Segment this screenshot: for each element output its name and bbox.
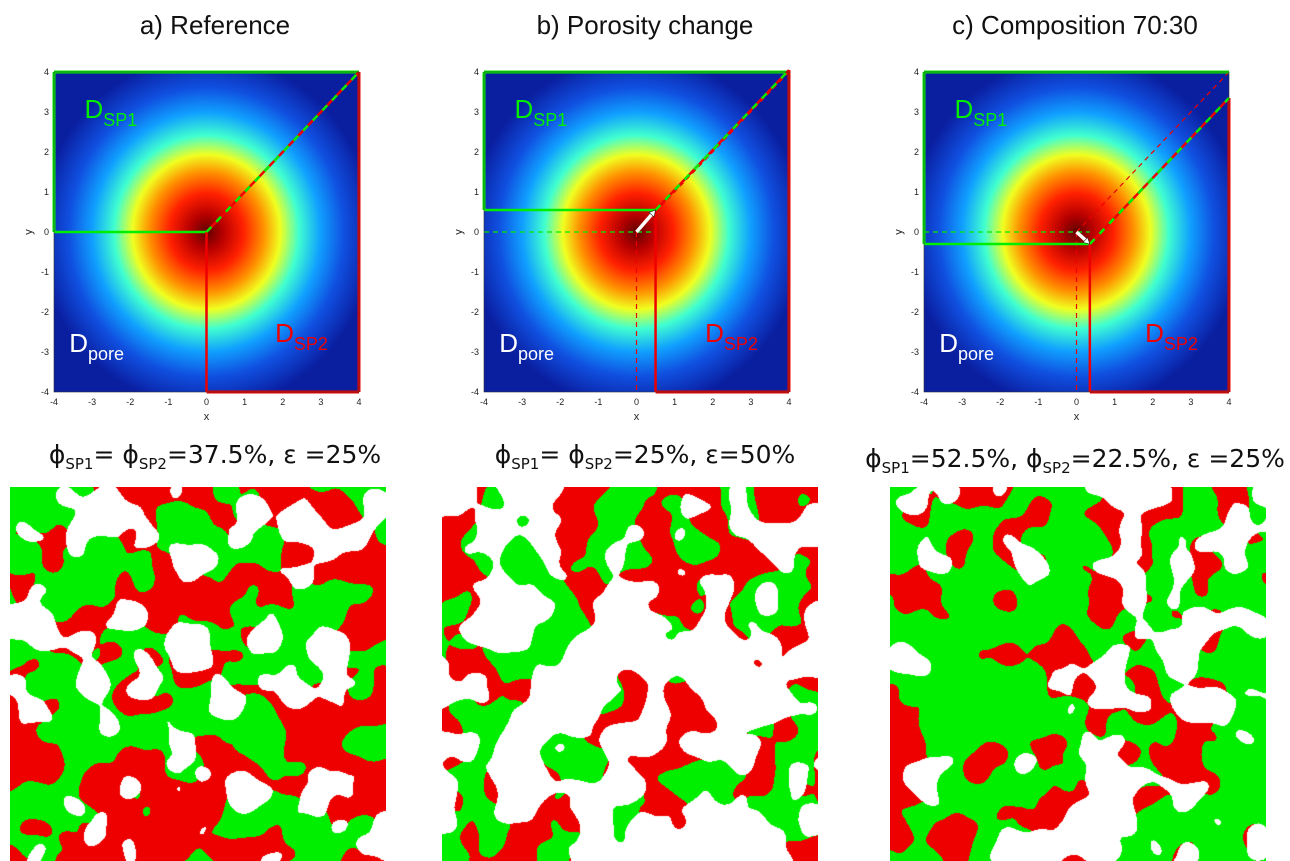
x-tick-label: 4 xyxy=(786,397,791,407)
y-tick-label: -1 xyxy=(41,267,49,277)
panel-a-microstructure xyxy=(10,487,386,861)
y-tick-label: 1 xyxy=(44,187,49,197)
panel-c-microstructure xyxy=(890,487,1266,861)
shift-arrow-head xyxy=(1082,236,1091,245)
panel-a-gaussian-plot: -4 -3 -2 -1 0 1 2 3 4 4 3 2 1 0 -1 -2 -3 -4 x y DSP1 DSP2 Dpor… xyxy=(20,58,371,437)
panel-c-gaussian-plot: -4 -3 -2 -1 0 1 2 3 4 4 3 2 1 0 -1 -2 -3 -4 x y DSP1 DSP2 Dpor… xyxy=(890,58,1241,437)
x-tick-label: -2 xyxy=(996,397,1004,407)
x-tick-label: 3 xyxy=(318,397,323,407)
y-tick-label: -2 xyxy=(911,307,919,317)
reference-dashed-line xyxy=(1076,71,1230,233)
y-tick-label: 0 xyxy=(914,227,919,237)
d-sp2-label: DSP2 xyxy=(275,318,328,354)
x-tick-label: 3 xyxy=(1188,397,1193,407)
shift-arrow xyxy=(635,211,655,234)
x-tick-label: 1 xyxy=(242,397,247,407)
y-tick-label: 4 xyxy=(914,67,919,77)
panel-b-microstructure xyxy=(442,487,818,861)
d-sp2-label: DSP2 xyxy=(705,318,758,354)
d-pore-label: Dpore xyxy=(939,328,994,364)
y-tick-label: 3 xyxy=(914,107,919,117)
x-tick-label: -3 xyxy=(958,397,966,407)
d-sp1-label: DSP1 xyxy=(515,94,568,130)
x-tick-label: 0 xyxy=(634,397,639,407)
panel-b-gaussian-plot: -4 -3 -2 -1 0 1 2 3 4 4 3 2 1 0 -1 -2 -3 -4 x y DSP1 DSP2 Dpor… xyxy=(450,58,801,437)
y-tick-label: 0 xyxy=(474,227,479,237)
reference-dashed-line xyxy=(636,71,790,233)
y-axis-label: y xyxy=(23,229,35,235)
y-tick-label: 4 xyxy=(44,67,49,77)
panel-c-caption: ϕSP1=52.5%, ϕSP2=22.5%, ε =25% xyxy=(865,444,1285,477)
y-tick-label: -3 xyxy=(471,347,479,357)
x-tick-label: 0 xyxy=(1074,397,1079,407)
y-tick-label: 2 xyxy=(44,147,49,157)
d-pore-label: Dpore xyxy=(499,328,554,364)
x-tick-label: 4 xyxy=(356,397,361,407)
x-tick-label: 3 xyxy=(748,397,753,407)
x-tick-label: 2 xyxy=(710,397,715,407)
shift-arrow-head xyxy=(648,209,656,218)
x-tick-label: 2 xyxy=(1150,397,1155,407)
y-tick-label: -1 xyxy=(471,267,479,277)
x-axis-label: x xyxy=(204,411,210,423)
x-tick-label: 0 xyxy=(204,397,209,407)
x-tick-label: -4 xyxy=(50,397,58,407)
d-sp2-label: DSP2 xyxy=(1145,318,1198,354)
y-tick-label: 3 xyxy=(44,107,49,117)
y-tick-label: -4 xyxy=(471,387,479,397)
x-tick-label: 1 xyxy=(672,397,677,407)
y-tick-label: 0 xyxy=(44,227,49,237)
y-tick-label: -1 xyxy=(911,267,919,277)
panel-c-title: c) Composition 70:30 xyxy=(952,10,1198,40)
x-tick-label: -1 xyxy=(1034,397,1042,407)
x-axis-label: x xyxy=(634,411,640,423)
y-axis-label: y xyxy=(893,229,905,235)
panel-a-caption: ϕSP1= ϕSP2=37.5%, ε =25% xyxy=(48,440,382,473)
y-tick-label: -4 xyxy=(41,387,49,397)
x-tick-label: 4 xyxy=(1226,397,1231,407)
y-tick-label: 4 xyxy=(474,67,479,77)
x-tick-label: -1 xyxy=(164,397,172,407)
y-tick-label: -3 xyxy=(41,347,49,357)
x-tick-label: -2 xyxy=(126,397,134,407)
panel-b-caption: ϕSP1= ϕSP2=25%, ε=50% xyxy=(494,440,796,473)
x-tick-label: 1 xyxy=(1112,397,1117,407)
d-sp1-label: DSP1 xyxy=(85,94,138,130)
x-tick-label: -3 xyxy=(88,397,96,407)
y-tick-label: -3 xyxy=(911,347,919,357)
y-tick-label: 3 xyxy=(474,107,479,117)
y-tick-label: 1 xyxy=(474,187,479,197)
y-axis-label: y xyxy=(453,229,465,235)
y-tick-label: -2 xyxy=(41,307,49,317)
y-tick-label: -4 xyxy=(911,387,919,397)
y-tick-label: 1 xyxy=(914,187,919,197)
x-tick-label: -4 xyxy=(480,397,488,407)
x-tick-label: -3 xyxy=(518,397,526,407)
x-tick-label: 2 xyxy=(280,397,285,407)
x-tick-label: -2 xyxy=(556,397,564,407)
panel-b-title: b) Porosity change xyxy=(536,10,754,40)
diagonal-boundary xyxy=(205,71,360,233)
panel-a-title: a) Reference xyxy=(139,10,291,40)
x-axis-label: x xyxy=(1074,411,1080,423)
y-tick-label: 2 xyxy=(474,147,479,157)
diagonal-boundary xyxy=(1088,97,1230,245)
diagonal-boundary xyxy=(654,69,790,211)
y-tick-label: -2 xyxy=(471,307,479,317)
y-tick-label: 2 xyxy=(914,147,919,157)
x-tick-label: -1 xyxy=(594,397,602,407)
d-pore-label: Dpore xyxy=(69,328,124,364)
x-tick-label: -4 xyxy=(920,397,928,407)
d-sp1-label: DSP1 xyxy=(955,94,1008,130)
